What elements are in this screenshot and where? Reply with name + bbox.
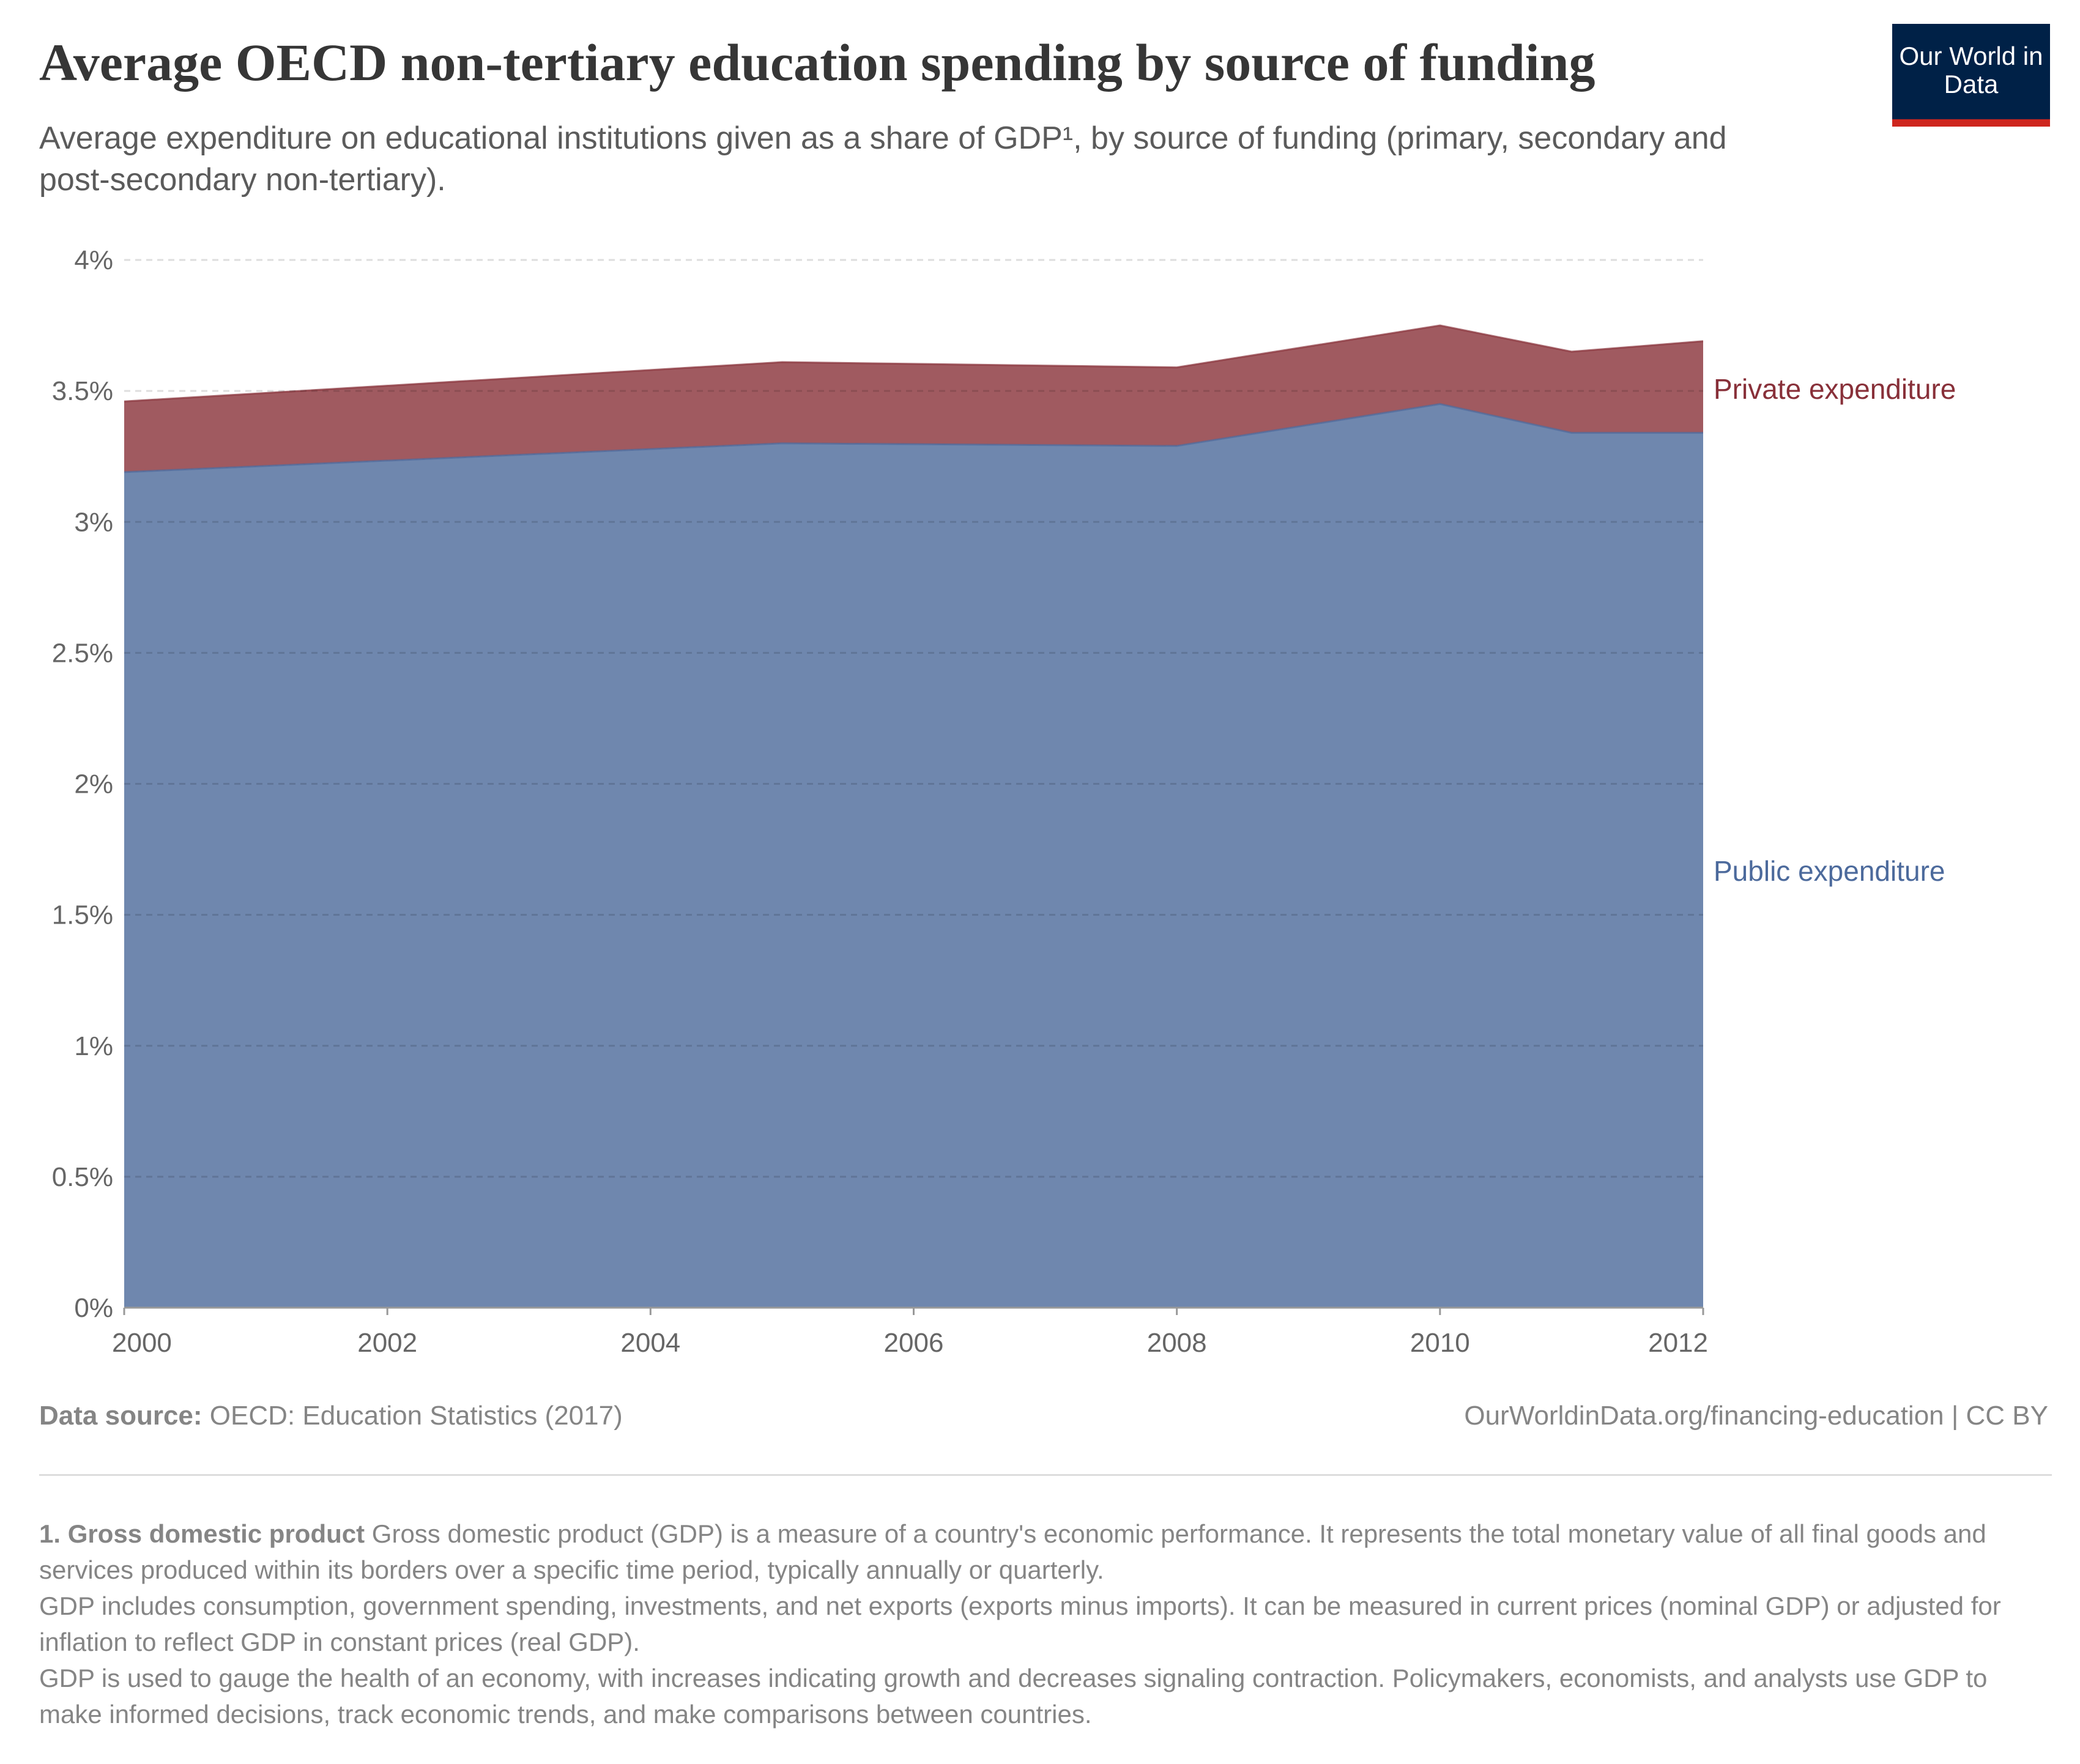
- chart-subtitle: Average expenditure on educational insti…: [39, 120, 1727, 198]
- source-label: Data source:: [39, 1401, 202, 1431]
- logo-text: Our World in Data: [1899, 42, 2043, 98]
- area-public-expenditure: [124, 404, 1703, 1308]
- data-source: Data source: OECD: Education Statistics …: [39, 1401, 623, 1431]
- footnote: 1. Gross domestic product Gross domestic…: [39, 1516, 2052, 1732]
- x-tick-label: 2010: [1410, 1328, 1470, 1358]
- series-line: [124, 403, 1703, 473]
- x-tick-label: 2002: [357, 1328, 417, 1358]
- footnote-title: 1. Gross domestic product: [39, 1519, 365, 1548]
- y-tick-label: 1%: [74, 1031, 113, 1061]
- credit-link[interactable]: OurWorldinData.org/financing-education |…: [1464, 1401, 2048, 1431]
- y-tick-label: 1.5%: [52, 900, 113, 930]
- source-text: OECD: Education Statistics (2017): [202, 1401, 623, 1431]
- y-tick-label: 3.5%: [52, 376, 113, 406]
- footnote-line: Gross domestic product (GDP) is a measur…: [39, 1519, 1986, 1584]
- y-tick-label: 4%: [74, 245, 113, 275]
- footnote-line: GDP includes consumption, government spe…: [39, 1592, 2001, 1656]
- x-tick-label: 2006: [884, 1328, 944, 1358]
- x-tick-label: 2000: [112, 1328, 172, 1358]
- y-tick-label: 0.5%: [52, 1162, 113, 1192]
- y-tick-label: 2.5%: [52, 638, 113, 668]
- area-private-expenditure: [124, 325, 1703, 472]
- y-tick-label: 3%: [74, 507, 113, 537]
- series-line: [124, 324, 1704, 402]
- divider: [39, 1474, 2052, 1476]
- y-tick-label: 2%: [74, 769, 113, 799]
- series-label: Private expenditure: [1714, 373, 1956, 405]
- x-tick-label: 2004: [620, 1328, 680, 1358]
- series-label: Public expenditure: [1714, 855, 1945, 887]
- owid-logo[interactable]: Our World in Data: [1892, 24, 2050, 127]
- chart-title: Average OECD non-tertiary education spen…: [39, 33, 1595, 92]
- footnote-line: GDP is used to gauge the health of an ec…: [39, 1664, 1988, 1729]
- x-tick-label: 2012: [1648, 1328, 1708, 1358]
- y-tick-label: 0%: [74, 1293, 113, 1323]
- x-tick-label: 2008: [1147, 1328, 1207, 1358]
